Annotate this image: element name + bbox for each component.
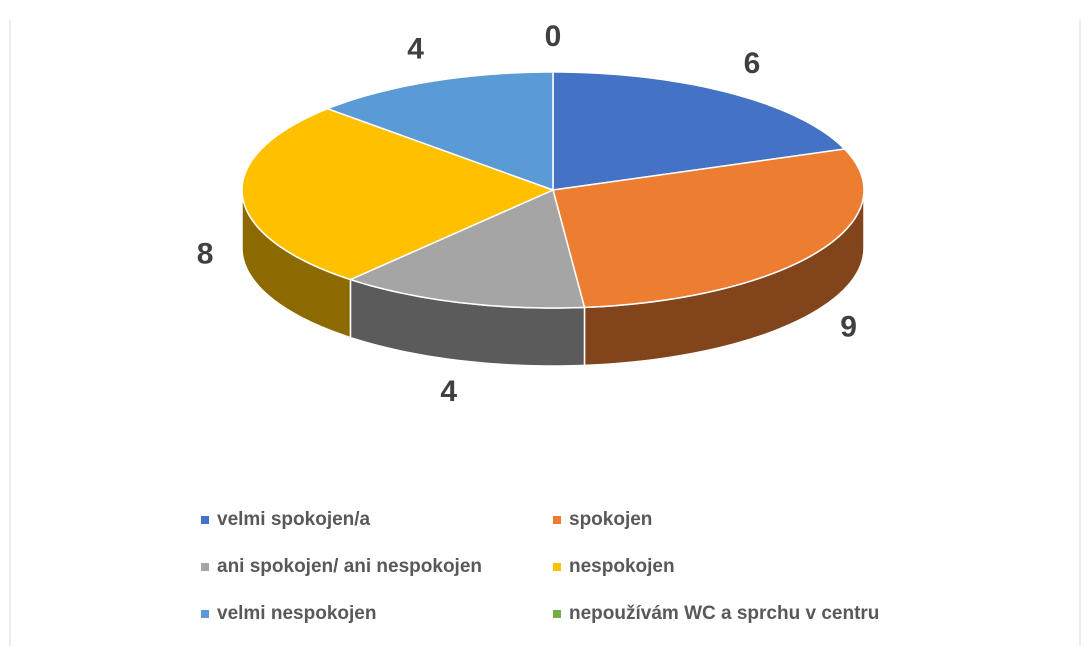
data-label: 6 — [744, 47, 761, 80]
legend-marker — [553, 610, 561, 618]
data-label: 9 — [840, 310, 857, 343]
data-label: 0 — [545, 20, 562, 53]
pie-slice — [325, 71, 554, 192]
legend-label: spokojen — [569, 509, 652, 530]
legend-label: ani spokojen/ ani nespokojen — [217, 556, 482, 577]
data-label: 8 — [197, 238, 214, 271]
legend-marker — [553, 516, 561, 524]
pie-slice — [552, 71, 847, 191]
legend-marker — [201, 610, 209, 618]
legend-label: velmi nespokojen — [217, 603, 376, 624]
data-label: 4 — [440, 375, 457, 408]
legend-marker — [201, 563, 209, 571]
pie-slice — [348, 188, 586, 309]
legend-label: nepoužívám WC a sprchu v centru — [569, 603, 879, 624]
legend-label: velmi spokojen/a — [217, 509, 371, 530]
legend-label: nespokojen — [569, 556, 675, 577]
pie-slice — [241, 107, 556, 281]
data-label: 4 — [407, 32, 424, 65]
legend-marker — [201, 516, 209, 524]
pie-slice — [552, 148, 865, 309]
legend-marker — [553, 563, 561, 571]
